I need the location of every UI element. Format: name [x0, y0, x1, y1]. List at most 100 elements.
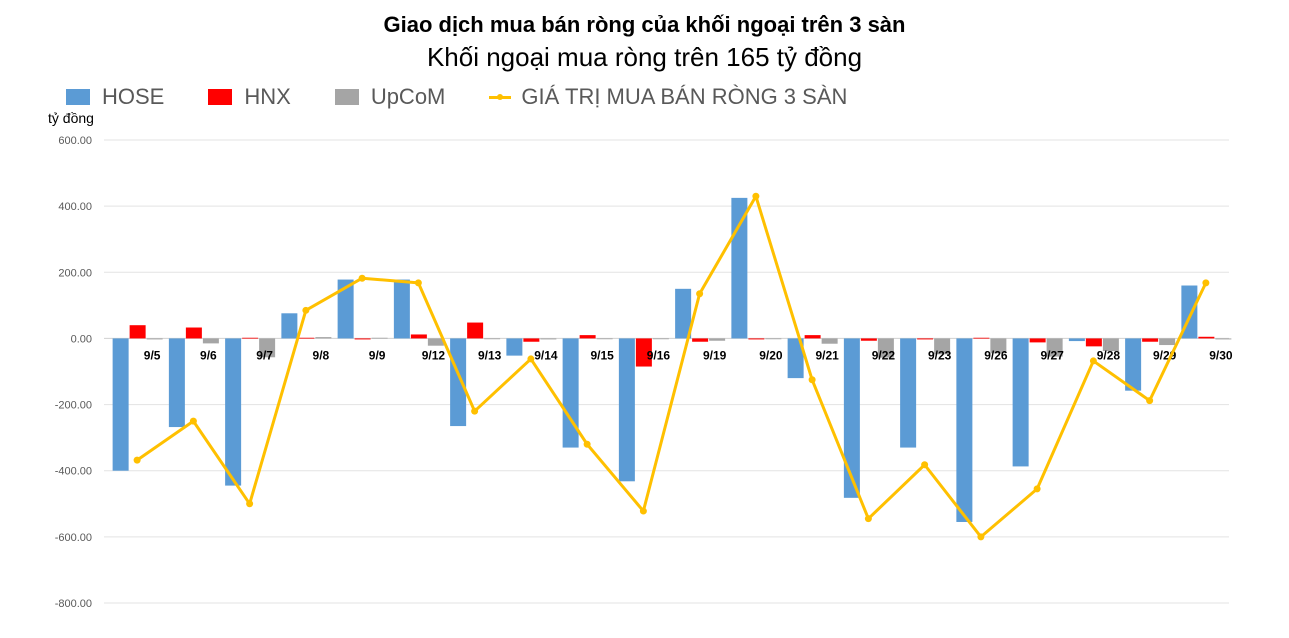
- bar-upcom: [427, 338, 444, 346]
- bar-hose: [562, 338, 579, 448]
- total-line: [133, 192, 1210, 541]
- legend-swatch-hnx: [208, 89, 233, 105]
- total-line-point: [414, 279, 422, 287]
- x-tick-label: 9/20: [759, 348, 783, 362]
- bar-hose: [956, 338, 973, 522]
- bar-hose: [787, 338, 804, 379]
- legend-item-hnx: HNX: [208, 84, 291, 110]
- bar-hose: [225, 338, 242, 486]
- bar-hnx: [242, 337, 259, 339]
- x-tick-label: 9/16: [647, 348, 671, 362]
- bar-hose: [900, 338, 917, 448]
- bar-hnx: [860, 338, 877, 341]
- x-tick-label: 9/28: [1097, 348, 1121, 362]
- bar-upcom: [596, 338, 613, 340]
- legend-label-upcom: UpCoM: [370, 84, 446, 109]
- y-tick-label: -800.00: [55, 598, 92, 610]
- total-line-point: [583, 440, 591, 448]
- total-line-point: [133, 456, 141, 464]
- bar-hnx: [804, 335, 821, 339]
- x-tick-label: 9/13: [478, 348, 502, 362]
- bar-upcom: [1215, 338, 1232, 340]
- x-tick-label: 9/21: [815, 348, 839, 362]
- legend-swatch-hose: [66, 89, 90, 105]
- bar-hose: [1012, 338, 1029, 467]
- bar-hose: [1068, 338, 1085, 342]
- y-axis-ticks: 600.00 400.00 200.00 0.00 -200.00 -400.00 -600…: [55, 135, 92, 610]
- y-tick-label: 600.00: [58, 135, 92, 147]
- legend-item-total: GIÁ TRỊ MUA BÁN RÒNG 3 SÀN: [489, 84, 847, 110]
- total-line-point: [921, 461, 929, 469]
- total-line-point: [246, 500, 254, 508]
- x-tick-label: 9/14: [534, 348, 558, 362]
- x-tick-label: 9/7: [256, 348, 273, 362]
- bar-hose: [281, 313, 298, 339]
- y-tick-label: -400.00: [55, 466, 92, 478]
- bar-upcom: [540, 338, 557, 340]
- total-line-point: [977, 533, 985, 541]
- bar-hose: [731, 197, 748, 339]
- bar-hnx: [523, 338, 540, 342]
- y-tick-label: 400.00: [58, 201, 92, 213]
- x-tick-label: 9/27: [1040, 348, 1064, 362]
- x-tick-label: 9/9: [369, 348, 386, 362]
- bar-hose: [168, 338, 185, 428]
- bar-hnx: [354, 338, 371, 340]
- x-tick-label: 9/15: [590, 348, 614, 362]
- x-axis-ticks: 9/5 9/6 9/7 9/8 9/9 9/12 9/13 9/14 9/15 9/16 9/19 9…: [144, 348, 1233, 362]
- x-tick-label: 9/26: [984, 348, 1008, 362]
- x-tick-label: 9/12: [422, 348, 446, 362]
- bar-hnx: [917, 338, 934, 340]
- total-line-point: [358, 274, 366, 282]
- bar-hose: [450, 338, 467, 427]
- legend-swatch-upcom: [334, 89, 359, 105]
- bar-hnx: [1029, 338, 1046, 343]
- bar-hnx: [410, 334, 427, 339]
- bar-upcom: [202, 338, 219, 344]
- bar-hose: [506, 338, 523, 356]
- bar-upcom: [1102, 338, 1119, 351]
- legend-item-hose: HOSE: [66, 84, 164, 110]
- total-line-point: [808, 376, 816, 384]
- bar-hnx: [129, 325, 146, 339]
- bar-upcom: [821, 338, 838, 344]
- bar-hose: [393, 279, 410, 339]
- total-line-point: [302, 306, 310, 314]
- total-line-point: [527, 355, 535, 363]
- x-tick-label: 9/8: [313, 348, 330, 362]
- bar-upcom: [877, 338, 894, 358]
- bar-hnx: [1142, 338, 1159, 342]
- y-tick-label: -200.00: [55, 400, 92, 412]
- total-line-point: [1202, 279, 1210, 287]
- bar-hose: [618, 338, 635, 482]
- bar-upcom: [371, 337, 388, 339]
- bar-upcom: [146, 338, 163, 340]
- legend-label-hnx: HNX: [244, 84, 291, 109]
- legend-item-upcom: UpCoM: [334, 84, 446, 110]
- total-line-point: [1146, 397, 1154, 405]
- total-line-point: [1089, 357, 1097, 365]
- total-line-point: [189, 417, 197, 425]
- bar-upcom: [1046, 338, 1063, 357]
- bar-upcom: [315, 337, 332, 339]
- bar-hnx: [185, 327, 202, 339]
- y-tick-label: -600.00: [55, 532, 92, 544]
- bar-hnx: [1085, 338, 1102, 347]
- x-tick-label: 9/19: [703, 348, 727, 362]
- chart-subtitle: Khối ngoại mua ròng trên 165 tỷ đồng: [426, 42, 863, 72]
- bar-hnx: [692, 338, 709, 342]
- total-line-point: [1033, 485, 1041, 493]
- bar-hnx: [579, 335, 596, 339]
- x-tick-label: 9/22: [872, 348, 896, 362]
- bar-upcom: [484, 338, 501, 340]
- x-tick-label: 9/6: [200, 348, 217, 362]
- bar-upcom: [990, 338, 1007, 354]
- total-line-point: [471, 407, 479, 415]
- chart-title: Giao dịch mua bán ròng của khối ngoại tr…: [383, 12, 906, 37]
- bar-hnx: [298, 337, 315, 339]
- x-tick-label: 9/30: [1209, 348, 1233, 362]
- total-line-point: [864, 515, 872, 523]
- bar-upcom: [765, 338, 782, 340]
- bar-hose: [1125, 338, 1142, 391]
- bar-hose: [675, 288, 692, 339]
